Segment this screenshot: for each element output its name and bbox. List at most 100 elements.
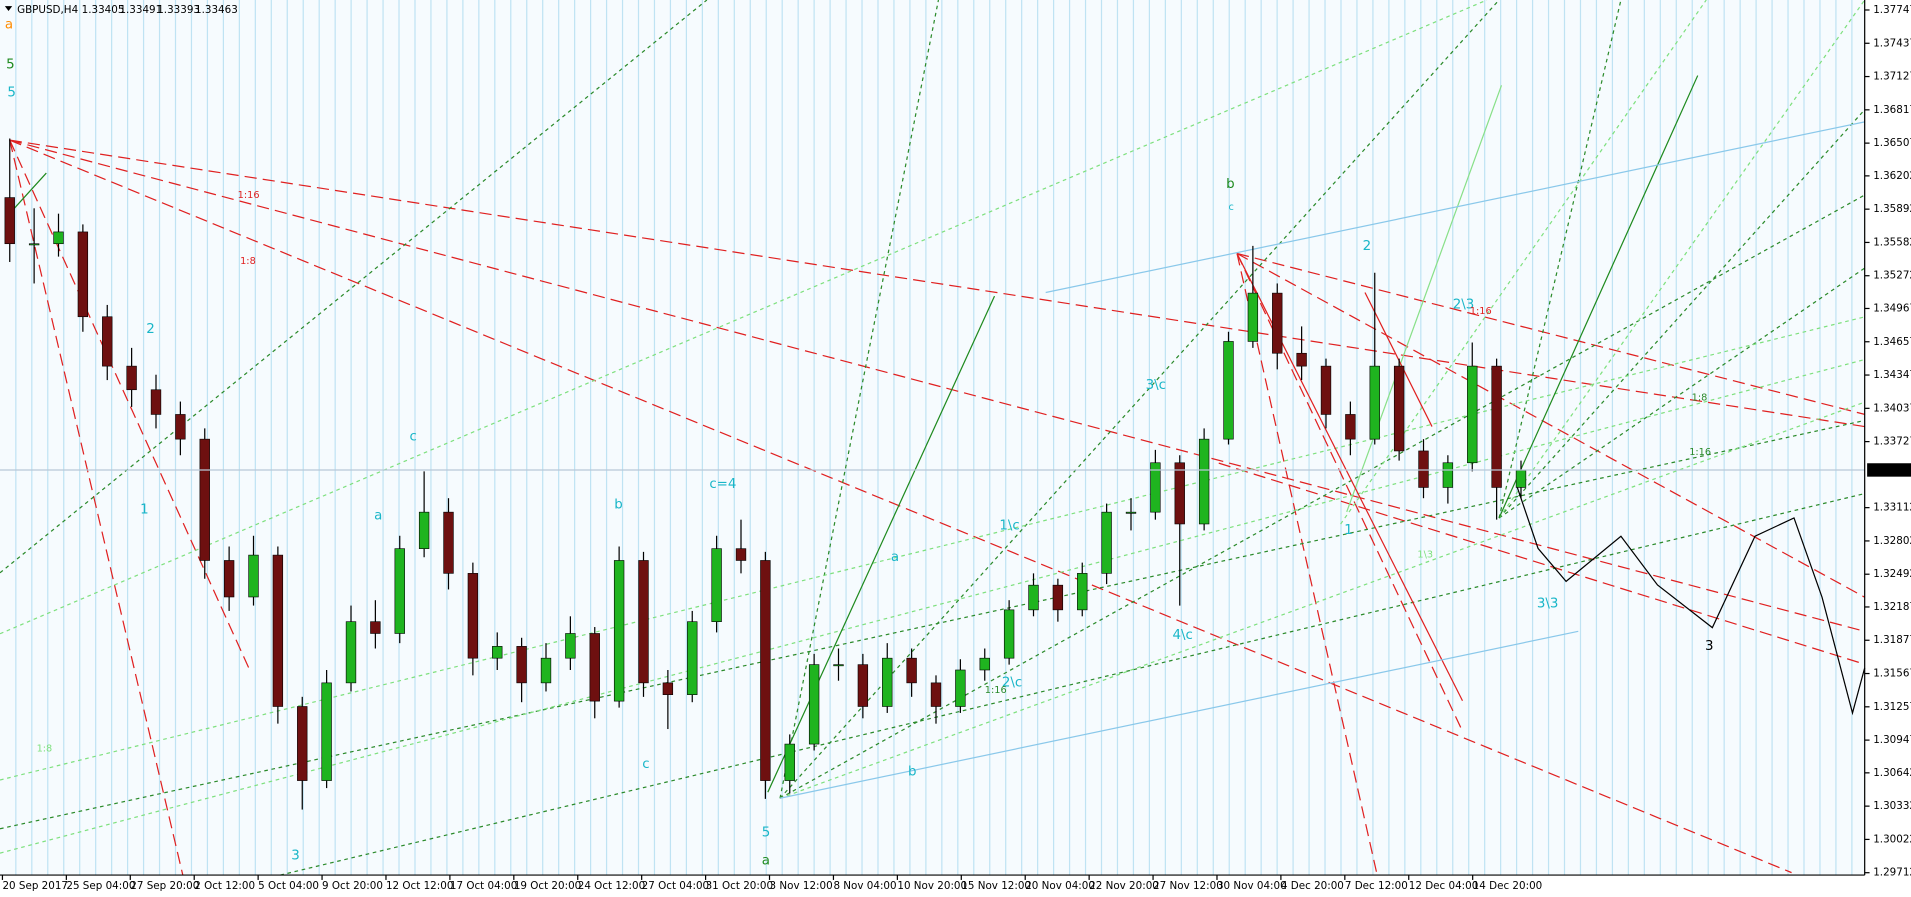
y-tick-label: 1.36817 [1873,104,1911,116]
candle-body [1345,414,1356,440]
candle-body [1101,511,1112,574]
y-tick-label: 1.32492 [1873,568,1911,580]
wave-label: 3\3 [1537,596,1559,611]
y-tick-label: 1.34347 [1873,369,1911,381]
x-tick-label: 8 Nov 04:00 [833,880,896,892]
x-tick-label: 24 Oct 12:00 [578,880,645,892]
wave-labels: a 5 5 b c 2 2\3 3\c 4\c 1\c 2\c c c=4 b … [5,17,1714,868]
candle-body [1491,365,1502,488]
candle-body [1028,584,1039,611]
x-tick-label: 7 Dec 12:00 [1345,880,1408,892]
trend-lines [0,0,1866,876]
fan-label: 1:16 [238,190,260,201]
y-tick-label: 1.35892 [1873,203,1911,215]
candle-body [516,646,527,684]
plot-area [0,0,1865,875]
candle-body [565,633,576,659]
candle-body [735,548,747,561]
candle-body [1052,584,1064,611]
y-tick-label: 1.35272 [1873,270,1911,282]
candle-body [1003,609,1015,659]
candle-body [77,231,89,318]
symbol: GBPUSD,H4 [17,4,78,16]
wave-label: c [1229,202,1234,213]
candle-body [394,548,405,634]
x-tick-label: 25 Sep 04:00 [66,880,135,892]
candle-body [53,231,64,245]
x-tick-label: 9 Oct 20:00 [322,880,383,892]
candle-body [1272,292,1283,354]
candle-body [979,657,990,671]
candle-body [223,560,235,598]
candle-body [321,682,332,781]
wave-label: 3\c [1146,378,1166,393]
wave-label: b [614,498,623,513]
candle-body [126,365,137,391]
candle-body [1077,573,1088,611]
vertical-grid [15,0,1853,876]
wave-label: 3 [1705,639,1714,654]
wave-label: 5 [7,86,16,101]
fan-label: 1:8 [240,256,256,267]
candle-body [248,554,259,598]
candle-body [540,657,552,684]
x-tick-label: 10 Nov 20:00 [897,880,967,892]
candle-body [1247,292,1259,342]
bar-close: 1.33463 [195,4,238,16]
wave-label: 2\c [1002,676,1022,691]
candle-body [1174,462,1185,525]
wave-label: c [410,429,417,444]
y-tick-label: 1.37127 [1873,71,1911,83]
y-tick-label: 1.32187 [1873,601,1911,613]
wave-label: a [374,509,382,524]
candle-body [760,560,771,781]
wave-label: a [5,17,13,32]
candle-body [906,657,917,684]
candle-body [1198,438,1210,525]
y-tick-label: 1.34657 [1873,336,1911,348]
candle-body [1223,341,1234,440]
y-tick-label: 1.33112 [1873,502,1911,514]
candle-body [589,633,600,702]
x-tick-label: 27 Oct 04:00 [642,880,709,892]
y-tick-label: 1.36507 [1873,137,1911,149]
wave-label: 1\3 [1417,550,1433,561]
wave-label: 1 [1344,523,1353,538]
bar-open: 1.33405 [82,4,125,16]
candle-body [4,197,15,245]
x-tick-label: 20 Sep 2017 [2,880,68,892]
wave-label: 5 [6,58,15,73]
header: GBPUSD,H4 1.33405 1.33491 1.33393 1.3346… [4,4,238,16]
fan-label: 1:16 [1689,447,1711,458]
candle-body [1515,469,1527,488]
y-tick-label: 1.31567 [1873,668,1911,680]
candle-body [1369,365,1380,440]
fan-label: 1:8 [37,743,53,754]
x-tick-label: 27 Nov 12:00 [1153,880,1223,892]
candle-body [638,560,649,684]
candle-body [1442,462,1454,488]
fan-label: 1:16 [1470,306,1492,317]
candle-body [833,664,844,667]
candle-body [492,646,503,659]
candle-body [272,554,284,707]
candle-body [175,414,186,440]
x-tick-label: 22 Nov 20:00 [1089,880,1159,892]
y-tick-label: 1.30332 [1873,800,1911,812]
candle-body [808,664,820,745]
candle-body [662,682,674,695]
candle-body [882,657,893,707]
x-tick-label: 30 Nov 04:00 [1217,880,1287,892]
y-tick-label: 1.36202 [1873,170,1911,182]
x-tick-label: 5 Oct 04:00 [258,880,319,892]
wave-label: 2 [146,322,155,337]
bar-high: 1.33491 [119,4,162,16]
y-tick-label: 1.30947 [1873,734,1911,746]
y-tick-label: 1.31257 [1873,701,1911,713]
candle-body [150,389,162,415]
candle-body [1125,511,1137,514]
candle-body [613,560,625,702]
candles [4,138,1527,810]
candle-body [1150,462,1161,513]
